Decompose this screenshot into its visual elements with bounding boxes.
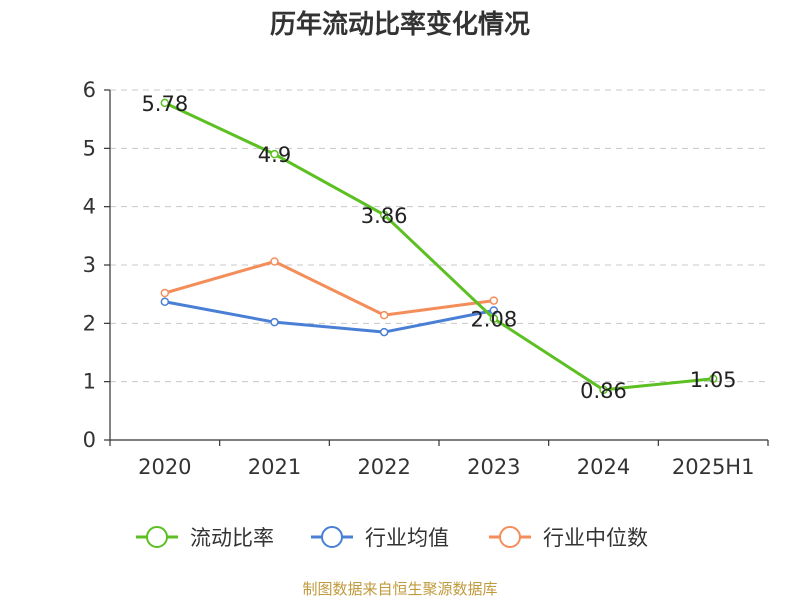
- y-tick-label: 0: [83, 428, 96, 452]
- x-tick-label: 2025H1: [672, 455, 755, 479]
- x-tick-label: 2020: [138, 455, 191, 479]
- legend-item-0[interactable]: 流动比率: [136, 526, 274, 550]
- data-point[interactable]: [599, 385, 608, 395]
- data-point[interactable]: [270, 317, 279, 327]
- y-tick-label: 6: [83, 78, 96, 102]
- legend-label: 行业中位数: [543, 526, 648, 550]
- legend-marker: [146, 526, 168, 548]
- x-tick-label: 2021: [248, 455, 301, 479]
- legend-marker: [499, 526, 521, 548]
- x-tick-label: 2023: [467, 455, 520, 479]
- chart-title: 历年流动比率变化情况: [269, 10, 530, 40]
- y-tick-label: 4: [83, 195, 96, 219]
- series-line-2: [164, 260, 495, 317]
- data-point[interactable]: [379, 327, 389, 337]
- data-label: 0.86: [580, 379, 627, 403]
- data-point[interactable]: [379, 310, 389, 320]
- data-labels: 5.78 4.9 3.86 2.08 0.86 1.05: [141, 92, 736, 403]
- legend[interactable]: 流动比率 行业均值 行业中位数: [136, 526, 648, 550]
- series-line-0: [164, 101, 714, 392]
- y-tick-label: 3: [83, 253, 96, 277]
- data-point[interactable]: [160, 297, 170, 306]
- data-point[interactable]: [160, 288, 170, 298]
- data-label: 1.05: [690, 368, 737, 392]
- legend-marker: [321, 526, 343, 548]
- data-point[interactable]: [489, 314, 499, 323]
- data-point[interactable]: [489, 306, 499, 315]
- legend-item-2[interactable]: 行业中位数: [489, 526, 648, 550]
- source-note: 制图数据来自恒生聚源数据库: [302, 580, 498, 598]
- data-label: 5.78: [141, 92, 188, 116]
- data-point[interactable]: [708, 374, 718, 383]
- legend-label: 流动比率: [190, 526, 274, 550]
- y-tick-label: 5: [83, 136, 96, 160]
- data-point[interactable]: [270, 257, 279, 266]
- data-point[interactable]: [379, 210, 389, 220]
- axes: 0 1 2 3 4 5 6 2020 2021 2022 2023 2024 2025H1: [83, 78, 769, 479]
- legend-label: 行业均值: [365, 526, 449, 550]
- x-tick-label: 2022: [357, 455, 410, 479]
- data-point[interactable]: [270, 149, 279, 159]
- series-line-1: [164, 300, 495, 334]
- data-label: 3.86: [361, 204, 408, 228]
- y-tick-label: 2: [83, 311, 96, 335]
- series-lines: [160, 98, 718, 395]
- data-point[interactable]: [160, 98, 170, 108]
- data-point[interactable]: [489, 296, 499, 305]
- data-label: 4.9: [258, 143, 291, 167]
- y-tick-label: 1: [83, 370, 96, 394]
- data-label: 2.08: [470, 308, 517, 332]
- legend-item-1[interactable]: 行业均值: [311, 526, 449, 550]
- x-tick-label: 2024: [577, 455, 630, 479]
- grid-lines: [110, 89, 768, 383]
